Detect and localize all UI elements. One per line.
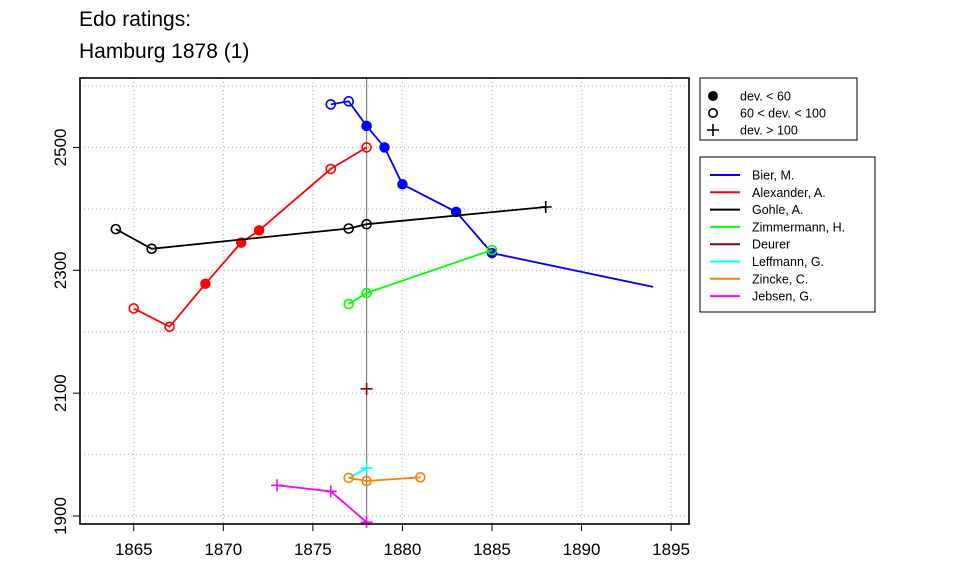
chart-title-line-1: Edo ratings:	[79, 8, 192, 31]
x-tick-label: 1895	[652, 540, 690, 559]
data-point-0-0	[325, 99, 337, 110]
data-point-2-2	[343, 223, 354, 234]
data-point-0-1	[343, 96, 354, 107]
marker-legend-label: 60 < dev. < 100	[740, 107, 826, 121]
series-legend-label: Zincke, C.	[752, 272, 808, 286]
data-point-7-2	[360, 516, 373, 529]
chart-title-line-2: Hamburg 1878 (1)	[79, 40, 250, 63]
data-point-1-5	[325, 163, 337, 175]
data-point-1-6	[361, 142, 372, 153]
data-point-0-2	[361, 120, 372, 132]
series-line-7	[276, 484, 368, 523]
marker-legend-label: dev. < 60	[740, 90, 791, 104]
series-line-3	[348, 249, 493, 305]
series-line-6	[348, 476, 421, 482]
marker-legend-symbol	[707, 108, 718, 119]
series-line-2	[115, 206, 546, 250]
data-point-6-0	[343, 472, 354, 484]
series-legend-label: Jebsen, G.	[752, 290, 812, 304]
data-point-0-3	[379, 142, 390, 153]
data-point-6-1	[361, 475, 372, 487]
data-point-1-1	[164, 321, 175, 333]
series-legend-label: Alexander, A.	[752, 186, 826, 200]
data-point-3-0	[343, 298, 354, 310]
marker-legend-label: dev. > 100	[740, 124, 798, 138]
series-legend-label: Zimmermann, H.	[752, 220, 845, 234]
x-tick-label: 1880	[383, 540, 421, 559]
data-point-2-1	[146, 243, 157, 255]
x-tick-label: 1870	[204, 540, 242, 559]
data-point-4-0	[360, 382, 373, 395]
data-point-6-2	[415, 472, 426, 483]
y-tick-label: 1900	[51, 497, 70, 535]
data-point-7-1	[324, 485, 337, 498]
series-legend-label: Deurer	[752, 238, 790, 252]
data-point-3-2	[486, 244, 498, 256]
series-legend-label: Gohle, A.	[752, 203, 803, 217]
marker-legend-box	[699, 77, 858, 141]
marker-legend-symbol	[708, 91, 718, 101]
series-line-1	[133, 146, 368, 328]
data-point-3-1	[361, 287, 372, 299]
data-point-7-0	[271, 479, 284, 492]
data-point-2-4	[539, 201, 552, 214]
data-point-2-3	[361, 218, 372, 230]
y-tick-label: 2100	[51, 374, 70, 412]
y-tick-label: 2300	[51, 251, 70, 289]
data-point-5-1	[360, 462, 373, 475]
data-point-0-4	[397, 179, 408, 190]
data-point-1-2	[200, 278, 211, 290]
series-legend-label: Leffmann, G.	[752, 255, 824, 269]
data-point-2-0	[110, 223, 122, 235]
series-legend-label: Bier, M.	[752, 169, 794, 183]
series-line-5	[348, 467, 368, 479]
marker-legend-symbol	[707, 124, 719, 136]
y-tick-label: 2500	[51, 129, 70, 167]
x-tick-label: 1890	[563, 540, 601, 559]
series-legend-box	[699, 156, 876, 313]
x-tick-label: 1885	[473, 540, 511, 559]
data-point-1-0	[128, 303, 140, 314]
data-point-1-4	[253, 225, 265, 236]
x-tick-label: 1865	[115, 540, 153, 559]
x-tick-label: 1875	[294, 540, 332, 559]
